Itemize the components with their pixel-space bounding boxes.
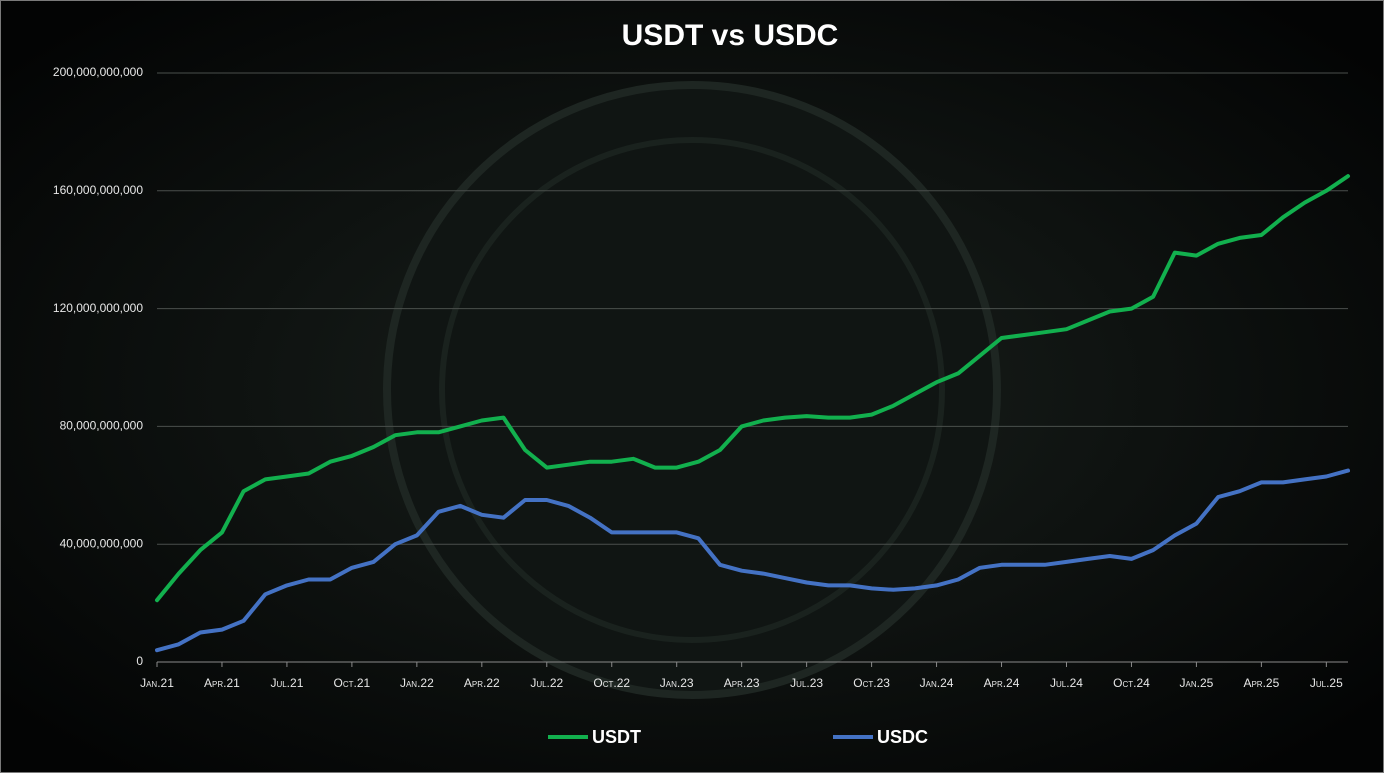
- coin-decoration: [383, 81, 1001, 699]
- chart-title: USDT vs USDC: [622, 19, 839, 52]
- x-tick-label: Jan.21: [140, 676, 174, 690]
- x-tick-label: Jul.23: [790, 676, 823, 690]
- y-tick-label: 120,000,000,000: [53, 301, 143, 315]
- series-line: [155, 174, 1350, 603]
- x-tick-label: Jul.25: [1310, 676, 1343, 690]
- x-tick-label: Oct.23: [853, 676, 890, 690]
- x-tick-label: Apr.23: [724, 676, 760, 690]
- x-tick-label: Oct.22: [593, 676, 630, 690]
- legend-label: USDT: [592, 727, 641, 747]
- x-tick-label: Apr.24: [984, 676, 1020, 690]
- y-tick-label: 0: [136, 654, 143, 668]
- y-tick-label: 40,000,000,000: [60, 536, 144, 550]
- series-line: [155, 468, 1350, 653]
- x-tick-label: Jan.25: [1180, 676, 1214, 690]
- y-tick-label: 160,000,000,000: [53, 183, 143, 197]
- x-tick-label: Jan.24: [920, 676, 954, 690]
- x-tick-label: Oct.21: [334, 676, 371, 690]
- y-tick-label: 200,000,000,000: [53, 65, 143, 79]
- legend-label: USDC: [877, 727, 928, 747]
- x-tick-label: Apr.25: [1243, 676, 1279, 690]
- y-tick-label: 80,000,000,000: [60, 419, 144, 433]
- x-tick-label: Jan.22: [400, 676, 434, 690]
- x-tick-label: Jul.21: [270, 676, 303, 690]
- x-tick-label: Oct.24: [1113, 676, 1150, 690]
- coin-decoration: [439, 137, 945, 643]
- x-tick-label: Jul.24: [1050, 676, 1083, 690]
- x-tick-label: Apr.22: [464, 676, 500, 690]
- x-tick-label: Jan.23: [660, 676, 694, 690]
- x-tick-label: Jul.22: [530, 676, 563, 690]
- legend: USDT USDC: [548, 727, 928, 747]
- x-tick-label: Apr.21: [204, 676, 240, 690]
